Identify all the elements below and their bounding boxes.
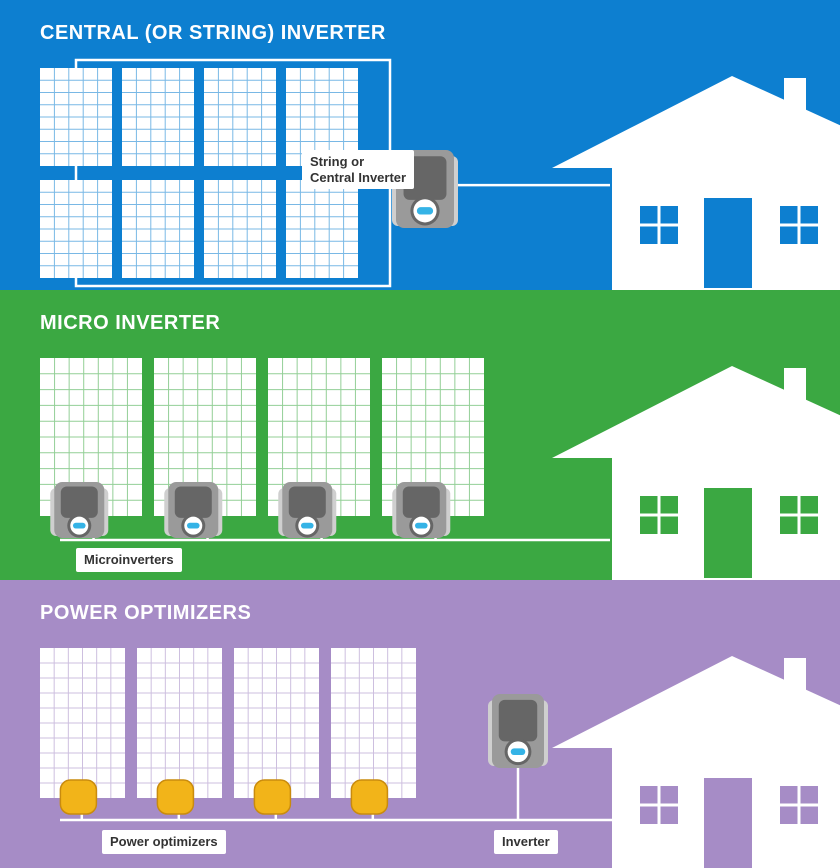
label-inverter: Inverter — [494, 830, 558, 854]
section-optimizers: POWER OPTIMIZERS Power optimizers Invert… — [0, 580, 840, 868]
label-power-optimizers: Power optimizers — [102, 830, 226, 854]
section-central: CENTRAL (OR STRING) INVERTER String orCe… — [0, 0, 840, 290]
label-microinverters: Microinverters — [76, 548, 182, 572]
label-central-inverter: String orCentral Inverter — [302, 150, 414, 189]
title-micro: MICRO INVERTER — [40, 312, 220, 335]
title-central: CENTRAL (OR STRING) INVERTER — [40, 22, 386, 45]
section-micro: MICRO INVERTER Microinverters — [0, 290, 840, 580]
title-optimizers: POWER OPTIMIZERS — [40, 602, 251, 625]
